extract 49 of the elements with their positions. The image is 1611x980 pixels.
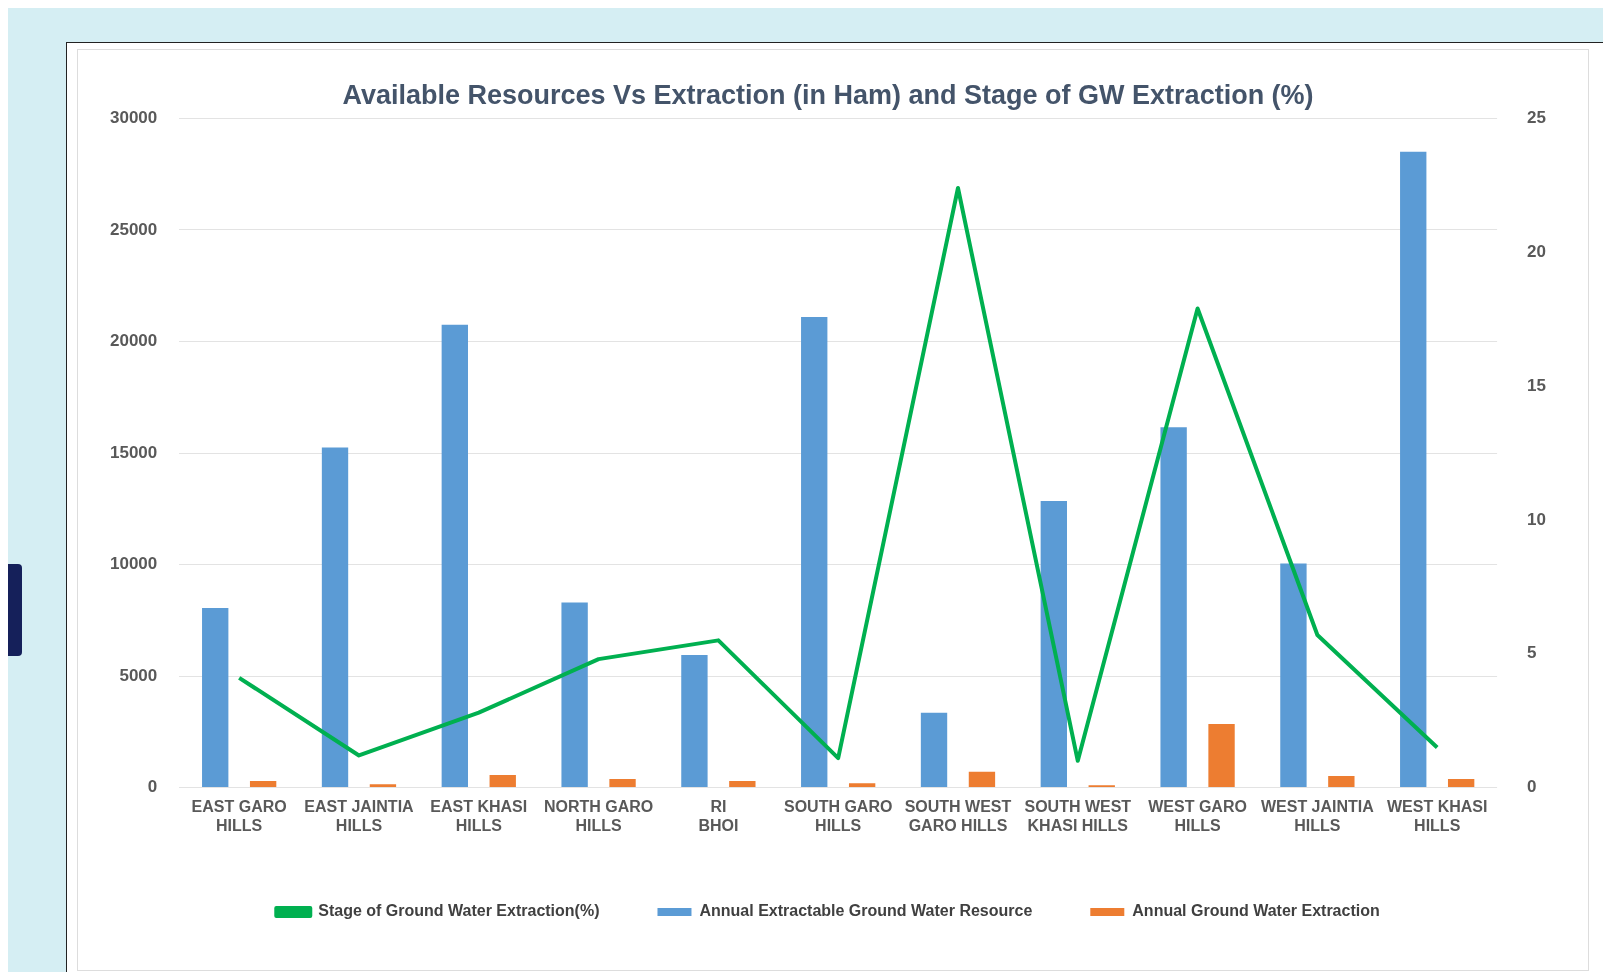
bar [1280, 563, 1307, 788]
bar [1400, 151, 1427, 788]
x-tick-label: SOUTH GARO HILLS [783, 797, 893, 834]
x-tick-label: SOUTH WEST GARO HILLS [904, 797, 1012, 834]
bar [321, 447, 349, 788]
bar [1328, 776, 1355, 788]
y-tick-label: 30000 [109, 108, 158, 128]
x-tick-label: WEST JAINTIA HILLS [1260, 797, 1375, 834]
x-tick-label: NORTH GARO HILLS [543, 797, 654, 834]
bar [848, 783, 876, 788]
y-tick-label: 20000 [109, 331, 158, 351]
y2-tick-label: 5 [1527, 643, 1537, 663]
legend-label: Annual Extractable Ground Water Resource [699, 902, 1033, 920]
x-tick-label: EAST KHASI HILLS [430, 797, 528, 834]
bar [801, 316, 828, 788]
bar [1160, 427, 1187, 788]
chart-title: Available Resources Vs Extraction (in Ham) and Stage of GW Extraction (%) [342, 79, 1314, 110]
y-tick-label: 15000 [109, 442, 158, 462]
y-tick-label: 0 [147, 777, 158, 797]
bar [920, 712, 948, 788]
x-tick-label: SOUTH WEST KHASI HILLS [1024, 797, 1132, 834]
bar [249, 780, 277, 788]
bar [681, 654, 708, 788]
legend-label: Annual Ground Water Extraction [1132, 902, 1380, 920]
y-tick-label: 10000 [109, 554, 158, 574]
y-tick-label: 5000 [119, 665, 158, 685]
y2-tick-label: 20 [1527, 241, 1547, 261]
bar [441, 324, 468, 788]
bar [1040, 500, 1067, 788]
x-tick-label: WEST KHASI HILLS [1386, 797, 1488, 834]
bar [369, 784, 397, 788]
bar [489, 774, 516, 788]
x-tick-label: WEST GARO HILLS [1148, 797, 1247, 834]
bar [561, 602, 588, 788]
bar [729, 780, 756, 788]
y2-tick-label: 10 [1527, 509, 1547, 529]
x-tick-label: EAST GARO HILLS [191, 797, 287, 834]
legend-label: Stage of Ground Water Extraction(%) [318, 902, 600, 920]
y2-tick-label: 15 [1527, 375, 1547, 395]
y-tick-label: 25000 [109, 219, 158, 239]
bar [1208, 724, 1235, 788]
bar [968, 771, 996, 788]
bar [202, 608, 229, 788]
y2-tick-label: 25 [1527, 108, 1547, 128]
x-tick-label: RI BHOI [698, 797, 739, 834]
x-tick-label: EAST JAINTIA HILLS [304, 797, 415, 834]
bar [1447, 779, 1475, 788]
y2-tick-label: 0 [1527, 777, 1537, 797]
bar [609, 779, 636, 788]
